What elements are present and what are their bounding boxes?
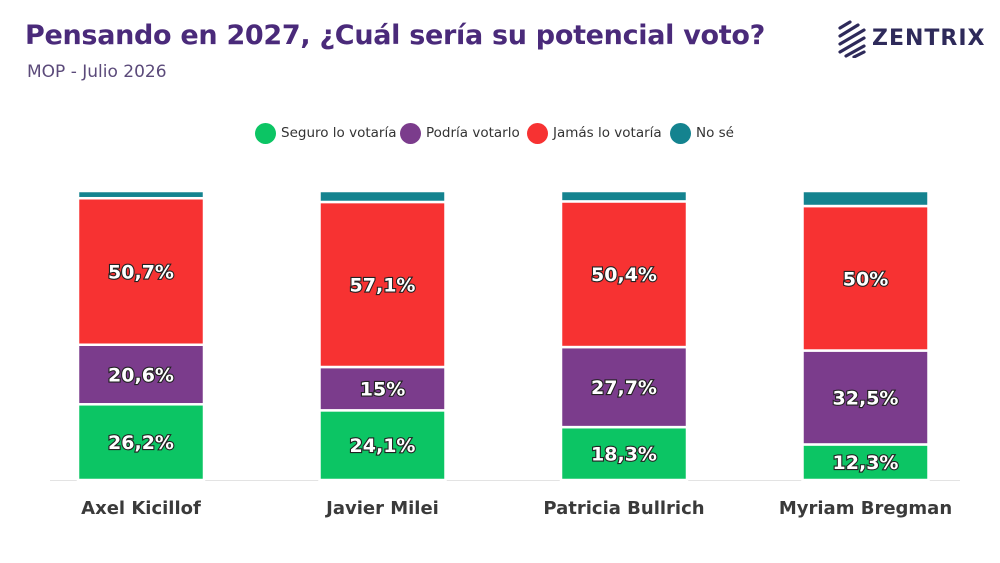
legend-swatch-jamas xyxy=(527,122,548,144)
legend-item-nose: No sé xyxy=(670,118,734,148)
bar-segment-podria xyxy=(559,345,689,429)
bar-segment-podria xyxy=(76,343,206,406)
legend-label-jamas: Jamás lo votaría xyxy=(553,125,662,141)
data-label-seguro: 18,3% xyxy=(591,444,657,466)
legend: Seguro lo votaría Podría votarlo Jamás l… xyxy=(0,118,1000,148)
data-label-seguro: 24,1% xyxy=(350,435,416,457)
bar-segment-jamas xyxy=(801,204,930,352)
legend-swatch-podria xyxy=(400,122,421,144)
chart-title: Pensando en 2027, ¿Cuál sería su potenci… xyxy=(25,20,766,51)
logo-text: ZENTRIX xyxy=(872,26,986,51)
legend-label-podria: Podría votarlo xyxy=(426,125,520,141)
data-label-podria: 15% xyxy=(360,379,405,401)
data-label-jamas: 57,1% xyxy=(350,274,416,296)
zentrix-logo: ZENTRIX xyxy=(836,20,996,60)
legend-swatch-seguro xyxy=(255,122,276,144)
bar-segment-seguro xyxy=(801,443,930,482)
x-tick-label: Javier Milei xyxy=(324,498,439,519)
legend-item-podria: Podría votarlo xyxy=(400,118,520,148)
bar-segment-seguro xyxy=(559,425,689,482)
data-label-jamas: 50,4% xyxy=(591,264,657,286)
legend-swatch-nose xyxy=(670,122,691,144)
data-label-seguro: 12,3% xyxy=(833,452,899,474)
bar-segment-nose xyxy=(318,189,447,204)
bar-segment-jamas xyxy=(559,200,689,349)
bar-segment-podria xyxy=(318,365,447,412)
legend-item-seguro: Seguro lo votaría xyxy=(255,118,397,148)
bar-segment-seguro xyxy=(76,403,206,482)
bar-segment-nose xyxy=(559,189,689,203)
legend-item-jamas: Jamás lo votaría xyxy=(527,118,662,148)
data-label-jamas: 50,7% xyxy=(108,261,174,283)
x-tick-label: Patricia Bullrich xyxy=(543,498,704,519)
data-label-podria: 20,6% xyxy=(108,365,174,387)
x-tick-label: Myriam Bregman xyxy=(779,498,952,519)
bar-segment-jamas xyxy=(76,196,206,346)
legend-label-seguro: Seguro lo votaría xyxy=(281,125,397,141)
data-label-jamas: 50% xyxy=(843,268,888,290)
bar-segment-jamas xyxy=(318,200,447,369)
bar-segment-podria xyxy=(801,349,930,446)
bar-segment-nose xyxy=(76,189,206,200)
zentrix-logo-icon xyxy=(838,20,866,58)
legend-label-nose: No sé xyxy=(696,125,734,141)
data-label-podria: 27,7% xyxy=(591,377,657,399)
data-label-seguro: 26,2% xyxy=(108,432,174,454)
x-tick-label: Axel Kicillof xyxy=(81,498,201,519)
chart-subtitle: MOP - Julio 2026 xyxy=(27,62,167,82)
bar-segment-nose xyxy=(801,189,930,208)
data-label-podria: 32,5% xyxy=(833,387,899,409)
